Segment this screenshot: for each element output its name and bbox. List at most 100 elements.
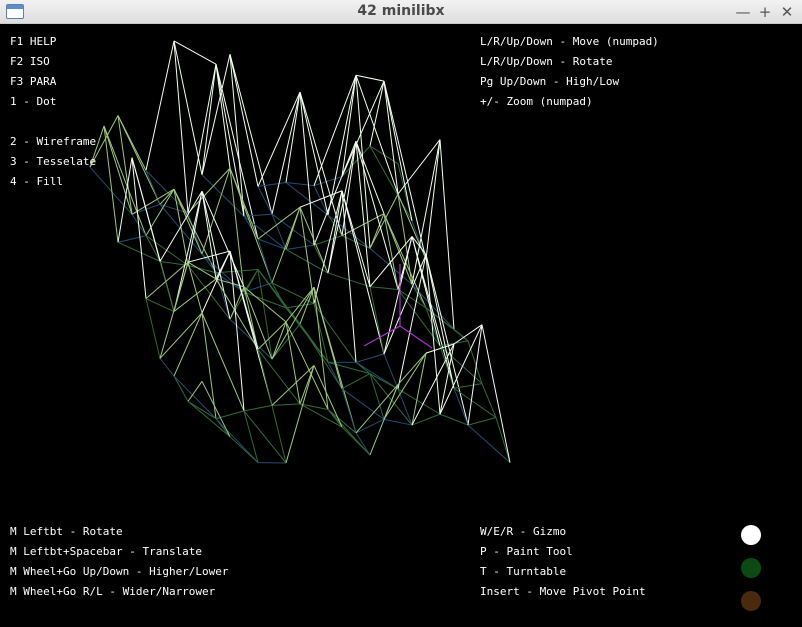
mesh-edge xyxy=(327,75,357,216)
close-button[interactable]: ✕ xyxy=(780,3,794,21)
mesh-edge xyxy=(173,40,203,175)
mesh-edge xyxy=(383,213,413,285)
mesh-edge xyxy=(145,298,161,359)
mesh-edge xyxy=(229,168,245,293)
mesh-edge xyxy=(257,238,273,284)
help-line-zoom: +/- Zoom (numpad) xyxy=(480,95,593,108)
mesh-edge xyxy=(299,403,329,411)
mesh-edge xyxy=(439,413,469,426)
mesh-edge xyxy=(467,324,483,426)
mesh-edge xyxy=(327,214,343,236)
mesh-edge xyxy=(173,191,203,312)
mesh-edge xyxy=(355,432,371,456)
mesh-edge xyxy=(117,115,161,205)
mesh-edge xyxy=(145,40,175,171)
mesh-edge xyxy=(383,81,413,222)
mesh-edge xyxy=(173,375,189,402)
mesh-edge xyxy=(187,265,231,320)
minimize-button[interactable]: — xyxy=(735,3,751,21)
mesh-edge xyxy=(453,387,497,418)
help-line-mouse-wider-narrower: M Wheel+Go R/L - Wider/Narrower xyxy=(10,585,216,598)
mesh-edge xyxy=(285,182,315,187)
mesh-edge xyxy=(243,286,287,323)
mesh-edge xyxy=(187,250,231,263)
mesh-edge xyxy=(229,251,245,411)
help-line-gizmo: W/E/R - Gizmo xyxy=(480,525,567,538)
mesh-edge xyxy=(89,125,105,168)
window-title: 42 minilibx xyxy=(357,3,445,19)
help-line-mouse-translate: M Leftbt+Spacebar - Translate xyxy=(10,545,203,558)
mesh-edge xyxy=(187,262,203,314)
mesh-edge xyxy=(411,343,455,426)
mesh-edge xyxy=(201,167,231,255)
mesh-edge xyxy=(201,312,245,412)
mesh-edge xyxy=(187,261,217,280)
mesh-edge xyxy=(103,125,133,215)
mesh-edge xyxy=(355,75,399,195)
mesh-edge xyxy=(201,250,231,314)
mesh-edge xyxy=(341,426,371,456)
mesh-edge xyxy=(187,213,203,255)
mesh-edge xyxy=(299,286,315,325)
mesh-edge xyxy=(117,115,133,215)
color-swatch-white[interactable] xyxy=(741,525,761,545)
mesh-edge xyxy=(201,54,231,175)
title-bar[interactable]: 42 minilibx — + ✕ xyxy=(0,0,802,24)
mesh-edge xyxy=(439,343,455,415)
help-line-move: L/R/Up/Down - Move (numpad) xyxy=(480,35,659,48)
help-line-wireframe: 2 - Wireframe xyxy=(10,135,97,148)
mesh-edge xyxy=(425,254,441,415)
maximize-button[interactable]: + xyxy=(758,3,772,21)
mesh-edge xyxy=(355,74,385,82)
mesh-edge xyxy=(355,418,385,434)
mesh-edge xyxy=(397,139,441,195)
help-line-turntable: T - Turntable xyxy=(480,565,567,578)
mesh-edge xyxy=(187,381,203,402)
mesh-edge xyxy=(285,244,315,250)
mesh-edge xyxy=(89,115,119,168)
mesh-edge xyxy=(369,213,385,249)
mesh-edge xyxy=(425,343,455,354)
mesh-edge xyxy=(229,250,273,406)
mesh-edge xyxy=(313,235,343,246)
mesh-edge xyxy=(411,139,441,285)
color-swatch-green[interactable] xyxy=(741,558,761,578)
mesh-edge xyxy=(313,303,357,363)
mesh-edge xyxy=(369,193,399,249)
mesh-edge xyxy=(383,254,427,355)
help-line-tesselate: 3 - Tesselate xyxy=(10,155,97,168)
mesh-edge xyxy=(299,206,329,274)
mesh-edge xyxy=(467,424,511,463)
mesh-edge xyxy=(383,418,413,426)
mesh-edge xyxy=(355,384,399,434)
help-line-f3: F3 PARA xyxy=(10,75,57,88)
mesh-edge xyxy=(243,404,273,412)
mesh-edge xyxy=(187,64,217,214)
color-swatch-brown[interactable] xyxy=(741,591,761,611)
mesh-edge xyxy=(159,262,189,359)
mesh-edge xyxy=(355,353,385,363)
mesh-edge xyxy=(243,215,259,240)
mesh-edge xyxy=(187,401,231,438)
mesh-edge xyxy=(369,373,413,426)
mesh-edge xyxy=(299,91,329,216)
mesh-edge xyxy=(313,185,329,216)
mesh-edge xyxy=(257,238,287,250)
window-app-icon xyxy=(6,4,24,19)
mesh-edge xyxy=(215,64,259,240)
mesh-edge xyxy=(173,312,203,377)
render-canvas[interactable]: F1 HELP F2 ISO F3 PARA 1 - Dot 2 - Wiref… xyxy=(0,24,802,627)
mesh-edge xyxy=(439,345,455,389)
mesh-edge xyxy=(411,236,427,255)
mesh-edge xyxy=(481,383,497,418)
mesh-edge xyxy=(229,54,245,217)
mesh-edge xyxy=(285,303,315,309)
mesh-edge xyxy=(285,249,329,274)
mesh-edge xyxy=(257,349,273,406)
mesh-edge xyxy=(145,188,175,236)
mesh-edge xyxy=(313,190,343,304)
mesh-edge xyxy=(201,253,217,274)
mesh-edge xyxy=(173,188,203,255)
wireframe-terrain xyxy=(89,40,511,464)
